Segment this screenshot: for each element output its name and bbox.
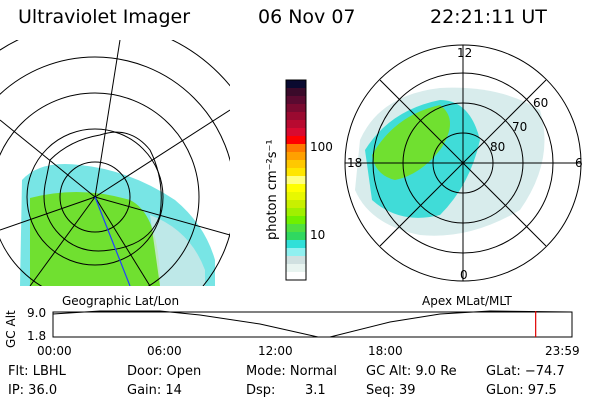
dsp-label: Dsp: <box>246 383 276 398</box>
dsp-value: 3.1 <box>305 383 326 398</box>
geographic-map-label: Geographic Lat/Lon <box>62 294 180 308</box>
colorbar-swatch <box>286 136 306 145</box>
colorbar-swatch <box>286 232 306 241</box>
gain-info: Gain: 14 <box>127 383 182 398</box>
time-label: 22:21:11 UT <box>430 6 547 28</box>
mlat-label-80: 80 <box>490 140 506 154</box>
mlt-label-6: 6 <box>575 156 583 170</box>
colorbar-swatch <box>286 120 306 129</box>
colorbar-swatch <box>286 184 306 193</box>
filter-info: Flt: LBHL <box>8 364 66 379</box>
colorbar-swatch <box>286 144 306 153</box>
colorbar-swatch <box>286 112 306 121</box>
colorbar-swatch <box>286 160 306 169</box>
timeline-ytick-9: 9.0 <box>27 306 47 320</box>
altitude-curve <box>52 310 573 338</box>
gc-alt-info: GC Alt: 9.0 Re <box>366 364 457 379</box>
timeline-xtick-0: 00:00 <box>37 344 72 358</box>
timeline-xtick-end: 23:59 <box>545 344 580 358</box>
altitude-timeline <box>52 310 573 338</box>
colorbar-swatch <box>286 272 306 281</box>
glon-info: GLon: 97.5 <box>486 383 557 398</box>
apex-map-label: Apex MLat/MLT <box>422 294 512 308</box>
colorbar-tick-100: 100 <box>310 140 333 154</box>
colorbar-swatch <box>286 240 306 249</box>
timeline-ytick-1-8: 1.8 <box>27 329 47 343</box>
colorbar-swatch <box>286 192 306 201</box>
colorbar-tick-10: 10 <box>310 228 326 242</box>
timeline-xtick-18: 18:00 <box>368 344 403 358</box>
door-info: Door: Open <box>127 364 202 379</box>
mlt-label-0: 0 <box>460 268 468 282</box>
colorbar-swatch <box>286 128 306 137</box>
colorbar-swatch <box>286 176 306 185</box>
timeline-xtick-6: 06:00 <box>147 344 182 358</box>
colorbar-swatch <box>286 224 306 233</box>
mlt-label-12: 12 <box>457 46 473 60</box>
geographic-map <box>0 40 230 286</box>
colorbar-swatch <box>286 248 306 257</box>
mode-info: Mode: Normal <box>246 364 337 379</box>
seq-info: Seq: 39 <box>366 383 416 398</box>
timeline-ylabel: GC Alt <box>4 310 18 348</box>
colorbar-swatch <box>286 80 306 89</box>
mlat-label-60: 60 <box>533 96 549 110</box>
colorbar <box>286 80 306 281</box>
colorbar-swatch <box>286 208 306 217</box>
mlat-label-70: 70 <box>512 120 528 134</box>
colorbar-swatch <box>286 216 306 225</box>
colorbar-swatch <box>286 88 306 97</box>
mlt-label-18: 18 <box>347 156 363 170</box>
colorbar-swatch <box>286 168 306 177</box>
colorbar-swatch <box>286 200 306 209</box>
colorbar-label: photon cm⁻²s⁻¹ <box>265 139 280 240</box>
date-label: 06 Nov 07 <box>258 6 356 28</box>
colorbar-swatch <box>286 96 306 105</box>
colorbar-swatch <box>286 152 306 161</box>
ip-info: IP: 36.0 <box>8 383 58 398</box>
colorbar-swatch <box>286 256 306 265</box>
apex-polar-map <box>344 44 582 282</box>
glat-info: GLat: −74.7 <box>486 364 565 379</box>
aurora-green-region <box>30 191 160 286</box>
colorbar-swatch <box>286 264 306 273</box>
antarctica-coastline <box>43 131 162 252</box>
meridian-line <box>94 196 131 286</box>
lat-lon-grid <box>0 40 230 286</box>
colorbar-swatch <box>286 104 306 113</box>
timeline-xtick-12: 12:00 <box>258 344 293 358</box>
instrument-title: Ultraviolet Imager <box>18 6 191 28</box>
